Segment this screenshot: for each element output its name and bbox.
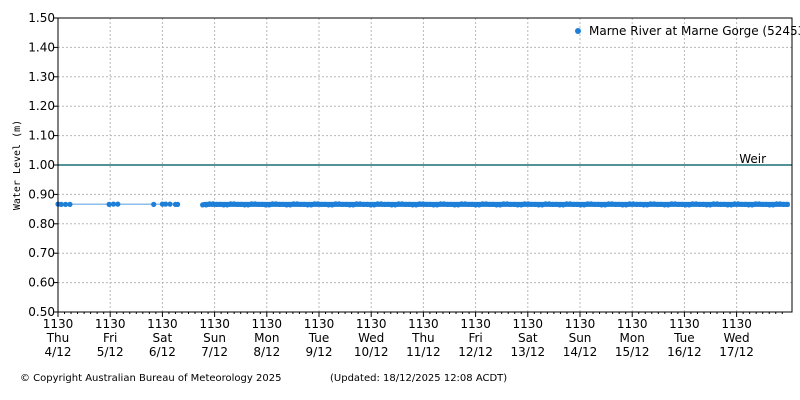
x-tick-label-day: Fri	[468, 331, 482, 345]
y-tick-label: 0.50	[28, 305, 55, 319]
data-point	[67, 201, 73, 207]
legend-marker	[575, 28, 581, 34]
x-tick-label-date: 4/12	[45, 345, 72, 359]
x-tick-label-date: 7/12	[201, 345, 228, 359]
copyright-notice: © Copyright Australian Bureau of Meteoro…	[20, 373, 282, 384]
reference-line-label: Weir	[739, 152, 766, 166]
x-tick-label-day: Sun	[569, 331, 592, 345]
data-point	[63, 201, 69, 207]
y-tick-label: 0.70	[28, 246, 55, 260]
reference-lines: Weir	[58, 152, 792, 166]
x-tick-label-time: 1130	[304, 317, 335, 331]
x-tick-label-day: Sat	[153, 331, 173, 345]
legend-label: Marne River at Marne Gorge (524531)	[589, 24, 800, 38]
x-tick-label-day: Tue	[308, 331, 330, 345]
x-tick-label-date: 6/12	[149, 345, 176, 359]
data-series	[55, 201, 790, 208]
x-tick-label-date: 14/12	[563, 345, 598, 359]
x-tick-label-time: 1130	[669, 317, 700, 331]
data-point	[167, 201, 173, 207]
x-tick-label-date: 16/12	[667, 345, 702, 359]
updated-timestamp: (Updated: 18/12/2025 12:08 ACDT)	[330, 373, 508, 384]
x-tick-label-time: 1130	[721, 317, 752, 331]
x-tick-label-day: Sun	[203, 331, 226, 345]
x-tick-label-date: 17/12	[719, 345, 754, 359]
x-tick-label-day: Mon	[620, 331, 645, 345]
data-point	[163, 201, 169, 207]
grid	[58, 18, 792, 312]
y-tick-label: 1.50	[28, 11, 55, 25]
data-point	[58, 201, 64, 207]
y-axis-ticks: 0.50 0.60 0.70 0.80 0.90 1.00 1.10 1.20 1.30 1.40…	[28, 11, 58, 319]
y-tick-label: 1.30	[28, 70, 55, 84]
x-tick-label-time: 1130	[565, 317, 596, 331]
x-tick-label-date: 10/12	[354, 345, 389, 359]
x-tick-label-time: 1130	[95, 317, 126, 331]
x-tick-label-day: Sat	[518, 331, 538, 345]
x-tick-label-date: 15/12	[615, 345, 650, 359]
x-tick-label-time: 1130	[147, 317, 178, 331]
x-tick-label-time: 1130	[513, 317, 544, 331]
x-tick-label-date: 11/12	[406, 345, 441, 359]
x-tick-label-date: 8/12	[253, 345, 280, 359]
y-tick-label: 1.20	[28, 99, 55, 113]
x-axis-ticks: 1130Thu4/121130Fri5/121130Sat6/121130Sun…	[43, 312, 783, 359]
x-tick-label-time: 1130	[199, 317, 230, 331]
data-point	[106, 201, 112, 207]
x-tick-label-date: 12/12	[458, 345, 493, 359]
y-tick-label: 1.00	[28, 158, 55, 172]
y-tick-label: 0.90	[28, 187, 55, 201]
y-tick-label: 0.60	[28, 276, 55, 290]
x-tick-label-day: Mon	[254, 331, 279, 345]
x-tick-label-time: 1130	[460, 317, 491, 331]
data-point	[784, 201, 790, 207]
x-tick-label-time: 1130	[43, 317, 74, 331]
x-tick-label-date: 5/12	[97, 345, 124, 359]
x-tick-label-date: 9/12	[306, 345, 333, 359]
x-tick-label-time: 1130	[252, 317, 283, 331]
y-tick-label: 1.40	[28, 40, 55, 54]
y-axis-label: Water Level (m)	[12, 120, 23, 210]
legend: Marne River at Marne Gorge (524531)	[575, 24, 800, 38]
x-tick-label-day: Thu	[411, 331, 435, 345]
y-tick-label: 0.80	[28, 217, 55, 231]
x-tick-label-time: 1130	[617, 317, 648, 331]
x-tick-label-day: Thu	[46, 331, 70, 345]
x-tick-label-day: Wed	[724, 331, 750, 345]
x-tick-label-day: Wed	[358, 331, 384, 345]
x-tick-label-time: 1130	[356, 317, 387, 331]
x-tick-label-time: 1130	[408, 317, 439, 331]
data-point	[175, 201, 181, 207]
data-point	[151, 201, 157, 207]
x-tick-label-date: 13/12	[511, 345, 546, 359]
x-tick-label-day: Tue	[673, 331, 695, 345]
data-point	[115, 201, 121, 207]
y-tick-label: 1.10	[28, 129, 55, 143]
data-point	[110, 201, 117, 207]
x-tick-label-day: Fri	[103, 331, 117, 345]
